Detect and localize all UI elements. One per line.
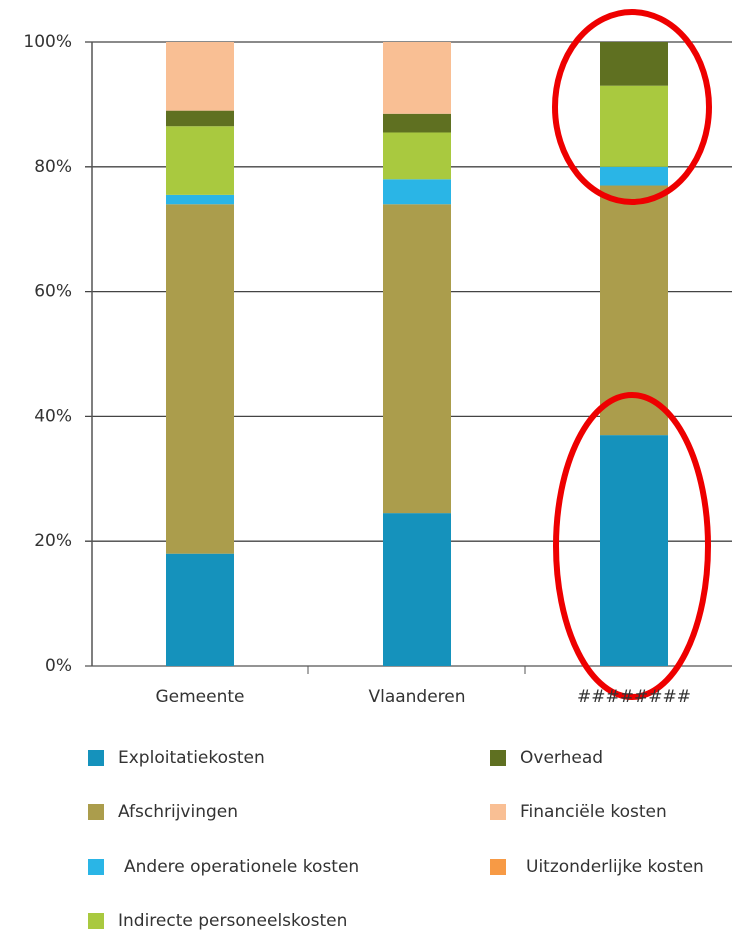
- bar-segment: [166, 42, 234, 111]
- bar-segment: [166, 126, 234, 195]
- legend-swatch: [88, 859, 104, 875]
- legend-swatch: [490, 804, 506, 820]
- bars: [166, 42, 668, 666]
- bar-segment: [383, 132, 451, 180]
- bar-segment: [166, 194, 234, 205]
- bar-segment: [600, 85, 668, 167]
- legend-label: Exploitatiekosten: [118, 748, 265, 768]
- x-tick-label: Vlaanderen: [368, 687, 465, 707]
- y-tick-label: 20%: [34, 531, 72, 551]
- y-tick-label: 100%: [23, 32, 72, 52]
- legend-label: Overhead: [520, 748, 603, 768]
- legend-label: Financiële kosten: [520, 802, 667, 822]
- bar-segment: [383, 204, 451, 514]
- bar-segment: [600, 42, 668, 86]
- legend-swatch: [490, 750, 506, 766]
- legend-label: Uitzonderlijke kosten: [526, 857, 704, 877]
- highlight-ellipse: [553, 392, 711, 700]
- highlight-ellipse: [552, 9, 712, 205]
- bar-segment: [383, 513, 451, 666]
- legend-swatch: [88, 913, 104, 929]
- y-tick-label: 60%: [34, 282, 72, 302]
- bar-segment: [166, 204, 234, 554]
- bar-segment: [383, 42, 451, 114]
- bar-segment: [383, 179, 451, 205]
- y-tick-label: 80%: [34, 157, 72, 177]
- legend-swatch: [490, 859, 506, 875]
- legend-swatch: [88, 804, 104, 820]
- bar-segment: [600, 166, 668, 186]
- bar-segment: [166, 110, 234, 127]
- x-tick-label: Gemeente: [155, 687, 244, 707]
- legend-label: Andere operationele kosten: [124, 857, 359, 877]
- bar-segment: [600, 435, 668, 666]
- bar-segment: [383, 113, 451, 133]
- y-tick-label: 0%: [45, 656, 72, 676]
- legend-label: Indirecte personeelskosten: [118, 911, 347, 931]
- legend-swatch: [88, 750, 104, 766]
- bar-segment: [166, 553, 234, 666]
- legend-label: Afschrijvingen: [118, 802, 238, 822]
- x-tick-label: ########: [577, 687, 691, 707]
- y-tick-label: 40%: [34, 406, 72, 426]
